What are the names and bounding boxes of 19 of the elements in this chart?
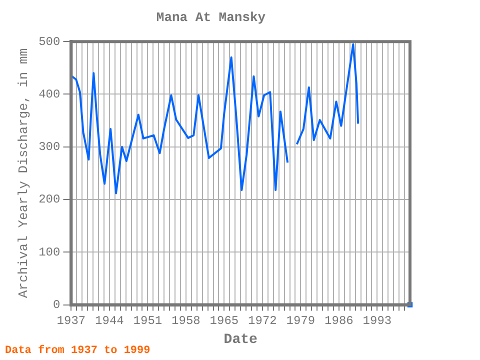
x-tick-label: 1986	[324, 314, 354, 328]
x-tick-label: 1972	[248, 314, 277, 328]
y-tick-label: 200	[38, 192, 60, 207]
y-tick-label: 0	[53, 298, 60, 312]
y-tick-label: 100	[38, 245, 60, 260]
chart-title: Mana At Mansky	[156, 10, 266, 26]
y-tick-label: 500	[38, 34, 60, 49]
x-tick-label: 1937	[56, 314, 86, 328]
x-tick-label: 1979	[286, 314, 316, 328]
x-tick-label: 1944	[95, 314, 124, 328]
y-axis-title: Archival Yearly Discharge, in mm	[16, 48, 32, 298]
y-tick-label: 400	[38, 87, 60, 102]
text: Data from 1937 to 1999	[5, 345, 150, 357]
x-tick-label: 1965	[210, 314, 239, 328]
x-tick-label: 1951	[133, 314, 162, 328]
x-tick-label: 1993	[362, 314, 392, 328]
y-tick-label: 300	[38, 140, 60, 154]
x-tick-label: 1958	[172, 314, 200, 328]
x-axis-title: Date	[224, 332, 258, 348]
